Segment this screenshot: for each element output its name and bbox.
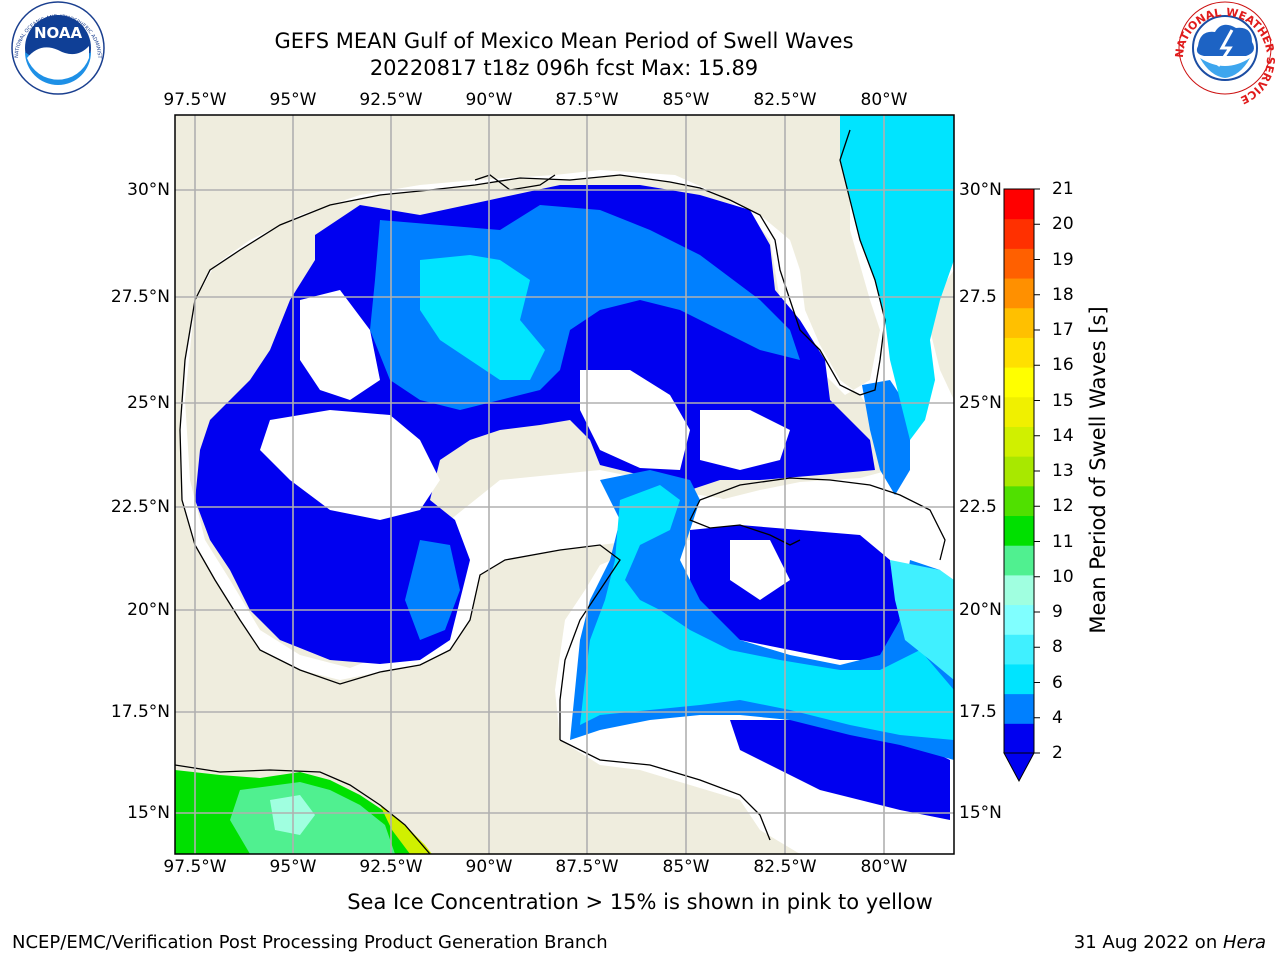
date-line: 31 Aug 2022 on Hera bbox=[1074, 932, 1266, 953]
lon-tick-bottom: 95°W bbox=[269, 857, 317, 877]
colorbar-swatch bbox=[1004, 485, 1034, 517]
swell-6-8s-region-atlantic bbox=[840, 115, 954, 440]
colorbar bbox=[1003, 188, 1040, 783]
colorbar-swatch bbox=[1004, 218, 1034, 249]
colorbar-extend-arrow bbox=[1003, 752, 1035, 783]
lon-tick-bottom: 92.5°W bbox=[359, 857, 423, 877]
chart-subtitle: 20220817 t18z 096h fcst Max: 15.89 bbox=[369, 56, 759, 80]
colorbar-tick-label: 16 bbox=[1052, 355, 1074, 376]
sea-ice-note-text: Sea Ice Concentration > 15% is shown in … bbox=[347, 890, 933, 914]
colorbar-tick-label: 18 bbox=[1052, 284, 1074, 305]
colorbar-swatch bbox=[1004, 545, 1034, 576]
colorbar-label: Mean Period of Swell Waves [s] bbox=[1086, 306, 1110, 634]
colorbar-swatch bbox=[1004, 248, 1034, 279]
colorbar-swatch bbox=[1004, 337, 1034, 368]
colorbar-tick-label: 20 bbox=[1052, 214, 1074, 235]
lat-tick-left: 30°N bbox=[127, 180, 170, 200]
colorbar-swatch bbox=[1004, 693, 1034, 724]
colorbar-swatch bbox=[1004, 515, 1034, 546]
colorbar-tick-label: 15 bbox=[1052, 390, 1074, 411]
colorbar-tick-label: 10 bbox=[1052, 566, 1074, 587]
host-name: Hera bbox=[1222, 932, 1266, 953]
colorbar-tick-label: 13 bbox=[1052, 461, 1074, 481]
lon-tick-bottom: 80°W bbox=[860, 857, 908, 877]
lat-tick-left: 20°N bbox=[127, 600, 170, 620]
colorbar-swatch bbox=[1004, 456, 1034, 487]
no-data-hole bbox=[260, 410, 440, 520]
swell-4-6s-region-florida bbox=[862, 380, 910, 495]
lon-tick-bottom: 90°W bbox=[465, 857, 513, 877]
credit-line: NCEP/EMC/Verification Post Processing Pr… bbox=[12, 932, 608, 953]
swell-6-8s-region-south bbox=[580, 485, 954, 740]
no-data-hole bbox=[700, 410, 790, 470]
lon-tick-bottom: 87.5°W bbox=[555, 857, 619, 877]
lon-tick-top: 97.5°W bbox=[163, 90, 227, 110]
colorbar-tick-label: 4 bbox=[1052, 707, 1063, 728]
colorbar-tick-label: 19 bbox=[1052, 249, 1074, 270]
colorbar-tick-label: 21 bbox=[1052, 179, 1074, 199]
noaa-logo: NOAA NATIONAL OCEANIC AND ATMOSPHERIC AD… bbox=[0, 0, 105, 95]
coastlines bbox=[175, 129, 946, 854]
lon-tick-top: 80°W bbox=[860, 90, 908, 110]
colorbar-tick-label: 2 bbox=[1052, 743, 1063, 763]
sea-ice-note: Sea Ice Concentration > 15% is shown in … bbox=[0, 890, 1280, 914]
lat-tick-left: 27.5°N bbox=[110, 287, 170, 307]
lat-tick-right: 30°N bbox=[959, 180, 1002, 200]
lon-tick-top: 92.5°W bbox=[359, 90, 423, 110]
lon-tick-top: 95°W bbox=[269, 90, 317, 110]
colorbar-tick-label: 8 bbox=[1052, 637, 1063, 658]
colorbar-tick-label: 12 bbox=[1052, 496, 1074, 517]
colorbar-swatch bbox=[1004, 367, 1034, 398]
lon-tick-bottom: 97.5°W bbox=[163, 857, 227, 877]
lat-tick-right: 20°N bbox=[959, 600, 1002, 620]
lon-tick-bottom: 82.5°W bbox=[753, 857, 817, 877]
lat-tick-right: 22.5 bbox=[959, 497, 997, 517]
colorbar-tick-label: 6 bbox=[1052, 672, 1063, 693]
lon-tick-top: 85°W bbox=[662, 90, 710, 110]
no-data-hole bbox=[580, 370, 690, 470]
swell-6-8s-region-north bbox=[420, 255, 545, 380]
no-data-hole bbox=[730, 540, 790, 600]
colorbar-swatch bbox=[1004, 723, 1034, 754]
colorbar-swatch bbox=[1004, 189, 1034, 220]
lat-tick-right: 25°N bbox=[959, 393, 1002, 413]
colorbar-tick-label: 11 bbox=[1052, 531, 1074, 552]
colorbar-swatch bbox=[1004, 604, 1034, 635]
lat-tick-right: 15°N bbox=[959, 803, 1002, 823]
colorbar-swatch bbox=[1004, 396, 1034, 427]
colorbar-tick-label: 14 bbox=[1052, 425, 1074, 446]
swell-4-6s-region-west bbox=[405, 540, 460, 640]
lat-tick-left: 15°N bbox=[127, 803, 170, 823]
colorbar-swatch bbox=[1004, 663, 1034, 695]
lat-tick-left: 25°N bbox=[127, 393, 170, 413]
lat-tick-right: 27.5 bbox=[959, 287, 997, 307]
colorbar-swatch bbox=[1004, 426, 1034, 457]
lon-tick-top: 90°W bbox=[465, 90, 513, 110]
colorbar-tick-label: 17 bbox=[1052, 320, 1074, 340]
noaa-logo-text: NOAA bbox=[34, 24, 83, 42]
lon-tick-top: 82.5°W bbox=[753, 90, 817, 110]
map-frame bbox=[174, 114, 955, 855]
lat-tick-left: 17.5°N bbox=[110, 702, 170, 722]
chart-title: GEFS MEAN Gulf of Mexico Mean Period of … bbox=[274, 29, 854, 53]
lon-tick-top: 87.5°W bbox=[555, 90, 619, 110]
colorbar-swatch bbox=[1004, 307, 1034, 338]
colorbar-tick-label: 9 bbox=[1052, 602, 1063, 622]
colorbar-swatch bbox=[1004, 634, 1034, 665]
no-data-hole bbox=[300, 290, 380, 400]
graticule bbox=[175, 115, 954, 854]
colorbar-swatch bbox=[1004, 278, 1034, 309]
map-area bbox=[175, 115, 954, 854]
nws-logo: NATIONAL WEATHER SERVICE bbox=[1173, 1, 1277, 106]
lat-tick-left: 22.5°N bbox=[110, 497, 170, 517]
lat-tick-right: 17.5 bbox=[959, 702, 997, 722]
colorbar-swatch bbox=[1004, 574, 1034, 606]
date-text: 31 Aug 2022 on bbox=[1073, 932, 1223, 953]
lon-tick-bottom: 85°W bbox=[662, 857, 710, 877]
swell-6-8s-region-caribbean bbox=[890, 560, 954, 680]
